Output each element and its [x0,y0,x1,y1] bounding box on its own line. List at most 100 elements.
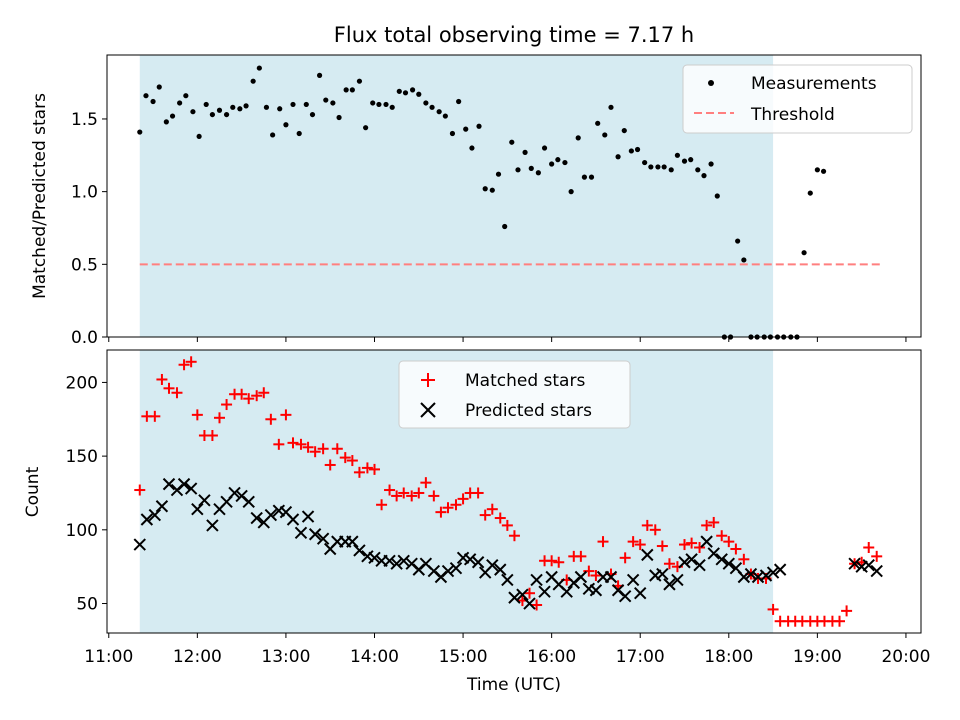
predicted-star-marker [397,554,410,567]
measurement-point [820,168,827,174]
matched-star-marker [428,490,440,502]
predicted-star-marker [383,554,396,567]
matched-star-marker [663,558,675,570]
matched-star-marker [265,413,277,425]
measurement-point [363,125,369,131]
measurement-point [642,159,648,166]
predicted-star-marker [848,557,861,570]
matched-star-marker [546,555,558,567]
predicted-star-marker [501,573,514,587]
matched-star-marker [236,388,248,400]
measurement-point [309,111,316,118]
measurement-point [714,193,720,199]
measurement-point [323,97,329,103]
predicted-star-marker [486,558,499,572]
measurement-point [695,167,701,173]
legend-box-bottom [398,360,631,429]
predicted-star-marker [162,477,176,491]
predicted-star-marker [574,570,588,584]
matched-star-marker [494,512,506,524]
y-tick-label: 0.0 [71,328,98,348]
predicted-star-marker [494,563,507,576]
measurement-point [535,170,541,176]
predicted-star-marker [177,477,191,491]
measurement-point [735,238,741,244]
matched-star-marker [163,382,175,394]
predicted-star-marker [390,557,403,570]
matched-star-marker [553,556,565,568]
measurement-point [423,100,429,106]
predicted-star-marker [604,570,618,584]
legend-bottom: Matched stars Predicted stars [398,360,631,429]
predicted-star-marker [530,573,543,587]
measurement-point [349,87,355,93]
matched-star-marker [841,605,853,617]
measurement-point [588,174,595,180]
y-tick-label: 200 [66,373,98,393]
matched-star-marker [324,459,336,471]
measurement-point [476,123,482,129]
measurement-point [250,78,256,84]
measurement-point [429,104,435,110]
matched-star-marker [442,502,454,514]
measurement-point [741,257,747,263]
legend-label-predicted: Predicted stars [465,401,592,421]
predicted-star-marker [656,567,669,581]
measurement-point [396,88,402,94]
legend-marker-measurements [708,80,714,86]
measurement-point [528,165,534,171]
predicted-star-marker [641,548,654,562]
predicted-star-marker [700,535,713,548]
axes-frame-top [106,54,922,338]
matched-star-marker [191,409,203,421]
measurement-point [383,101,389,108]
measurement-point [237,106,243,112]
matched-star-marker [185,356,197,368]
measurement-point [243,103,249,109]
predicted-star-marker [678,556,691,569]
legend-box-top [682,64,913,134]
predicted-star-marker [368,551,381,565]
y-axis-bottom: 50 100 150 200 [66,373,107,615]
matched-star-marker [716,530,728,542]
matched-star-marker [738,553,750,565]
legend-label-threshold: Threshold [750,105,835,125]
predicted-star-marker [155,500,169,513]
matched-star-marker [413,487,425,499]
matched-star-marker [376,499,388,511]
measurement-point [169,113,176,119]
measurement-point [436,109,442,115]
measurement-point [196,133,202,140]
matched-star-marker [619,552,631,564]
matched-star-marker [384,484,396,496]
predicted-star-marker [862,558,875,572]
measurement-point [316,72,323,78]
predicted-star-marker [685,553,698,566]
matched-star-marker [149,410,161,422]
matched-star-marker [221,399,233,411]
predicted-star-marker [250,511,263,525]
axes-frame-bottom [106,349,922,634]
predicted-star-marker [242,495,255,509]
measurement-point [303,101,309,108]
x-ticks-top [108,337,907,342]
matched-star-marker [486,503,498,515]
matched-star-marker [701,519,713,531]
predicted-star-marker [353,544,366,557]
measurement-point [595,120,601,126]
measurement-point [389,104,395,110]
measurement-point [628,148,634,154]
matched-star-marker [656,540,668,552]
predicted-star-marker [471,556,485,569]
measurement-point [621,127,627,134]
matched-star-marker [339,452,351,464]
measurement-point [256,65,262,71]
predicted-star-marker [346,535,359,548]
matched-star-marker [479,509,491,521]
matched-star-marker [302,441,314,453]
panel-top: 0.0 0.5 1.0 1.5 Matched/Predicted stars Mea… [30,54,922,348]
matched-star-marker [694,542,706,554]
predicted-star-marker [316,532,330,545]
x-axis-bottom: 11:00 12:00 13:00 14:00 15:00 16:00 17:00 18:00… [84,633,930,667]
matched-star-marker [723,536,735,548]
